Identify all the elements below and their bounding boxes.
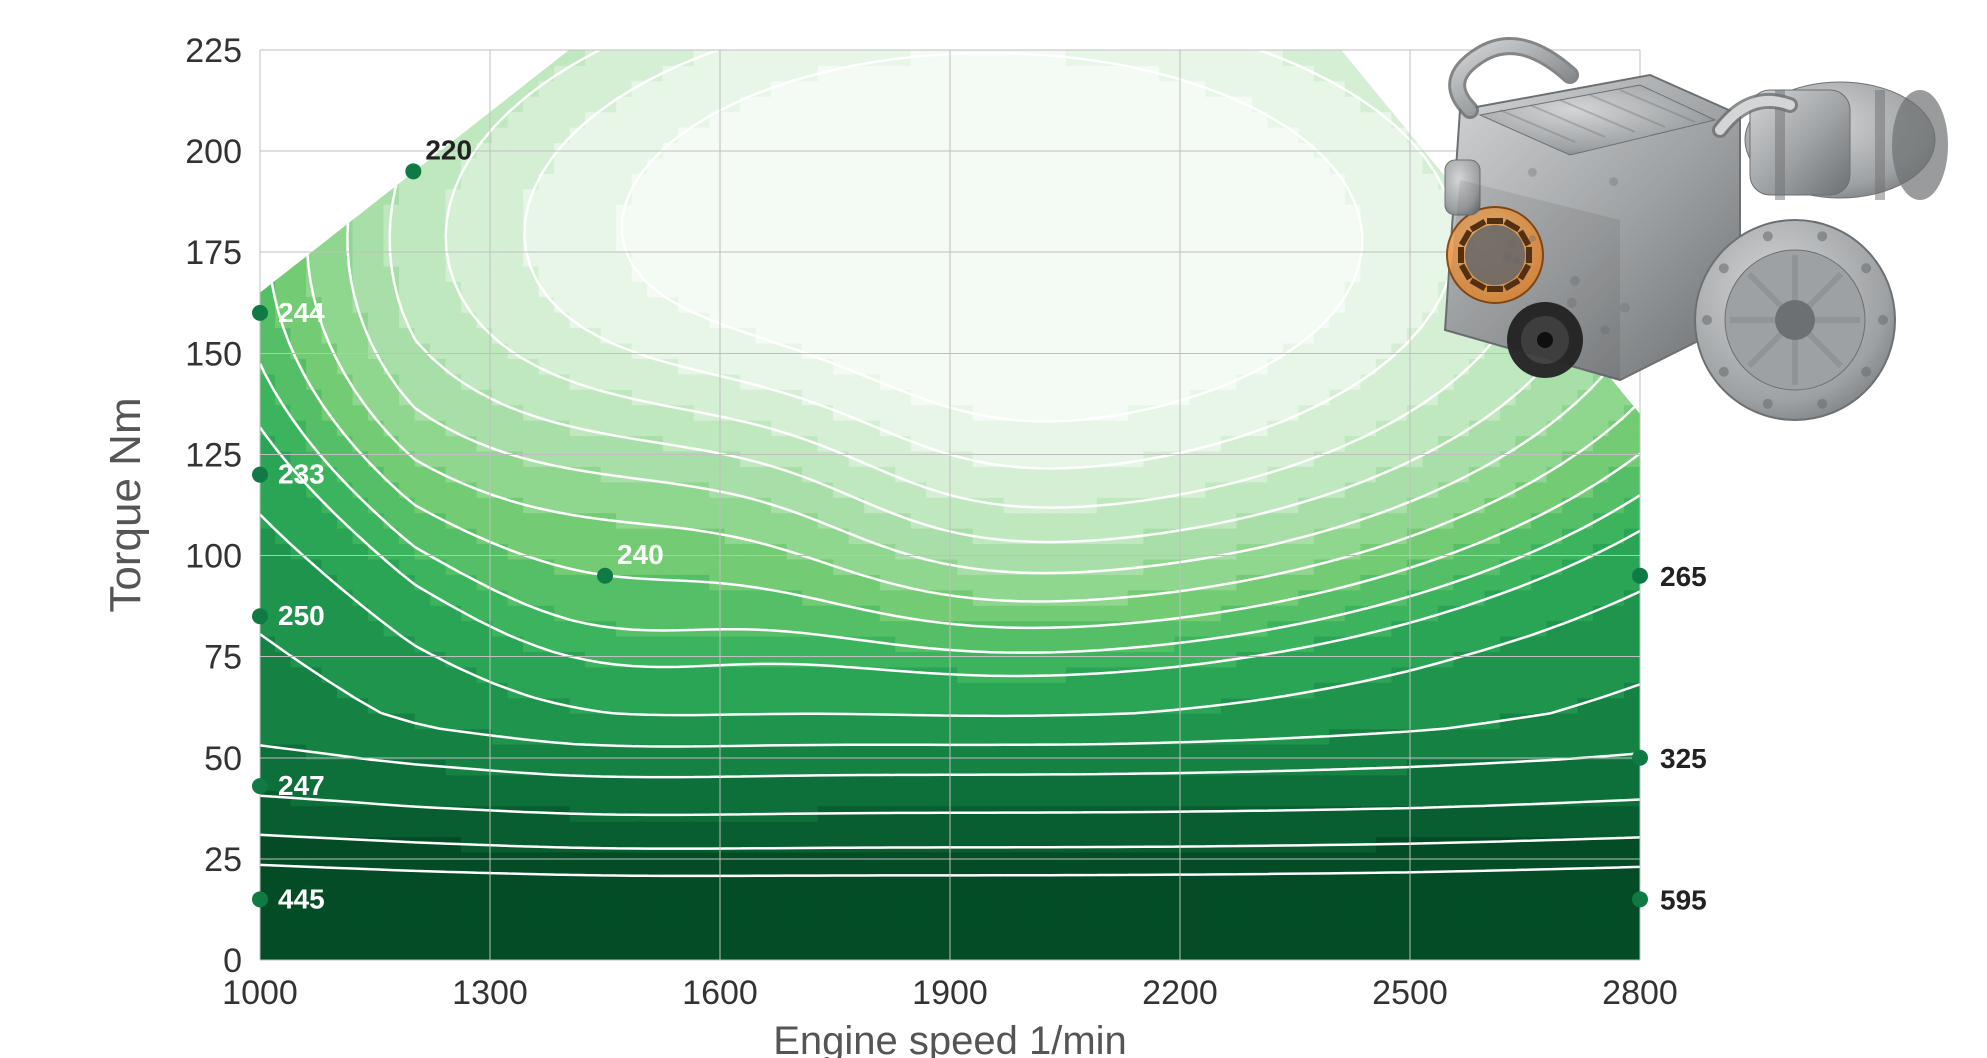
contour-point	[252, 467, 268, 483]
y-tick-label: 75	[204, 639, 242, 677]
contour-point	[1632, 568, 1648, 584]
contour-point	[1632, 891, 1648, 907]
contour-point-label: 445	[278, 883, 325, 914]
contour-point-label: 595	[1660, 884, 1707, 915]
y-axis-label: Torque Nm	[101, 397, 150, 612]
y-tick-label: 200	[185, 133, 242, 171]
y-tick-label: 175	[185, 234, 242, 272]
y-tick-label: 25	[204, 841, 242, 879]
engine-illustration	[1320, 20, 1960, 440]
y-tick-label: 125	[185, 436, 242, 474]
x-tick-label: 1900	[912, 974, 988, 1012]
x-tick-label: 1600	[682, 974, 758, 1012]
contour-point	[1632, 750, 1648, 766]
x-axis-label: Engine speed 1/min	[773, 1019, 1127, 1058]
x-tick-label: 2500	[1372, 974, 1448, 1012]
contour-point	[597, 568, 613, 584]
contour-point-label: 247	[278, 770, 325, 801]
contour-point-label: 244	[278, 297, 325, 328]
x-tick-label: 2800	[1602, 974, 1678, 1012]
y-tick-label: 100	[185, 538, 242, 576]
y-tick-label: 50	[204, 740, 242, 778]
y-tick-label: 225	[185, 32, 242, 70]
contour-point	[405, 163, 421, 179]
y-tick-label: 0	[223, 942, 242, 980]
contour-point	[252, 778, 268, 794]
contour-point-label: 265	[1660, 561, 1707, 592]
contour-point-label: 220	[425, 134, 472, 165]
y-tick-label: 150	[185, 335, 242, 373]
contour-point	[252, 891, 268, 907]
contour-point	[252, 608, 268, 624]
x-tick-label: 2200	[1142, 974, 1218, 1012]
contour-point-label: 250	[278, 600, 325, 631]
contour-point-label: 233	[278, 459, 325, 490]
contour-point	[252, 305, 268, 321]
x-tick-label: 1300	[452, 974, 528, 1012]
contour-point-label: 240	[617, 539, 664, 570]
contour-point-label: 325	[1660, 743, 1707, 774]
